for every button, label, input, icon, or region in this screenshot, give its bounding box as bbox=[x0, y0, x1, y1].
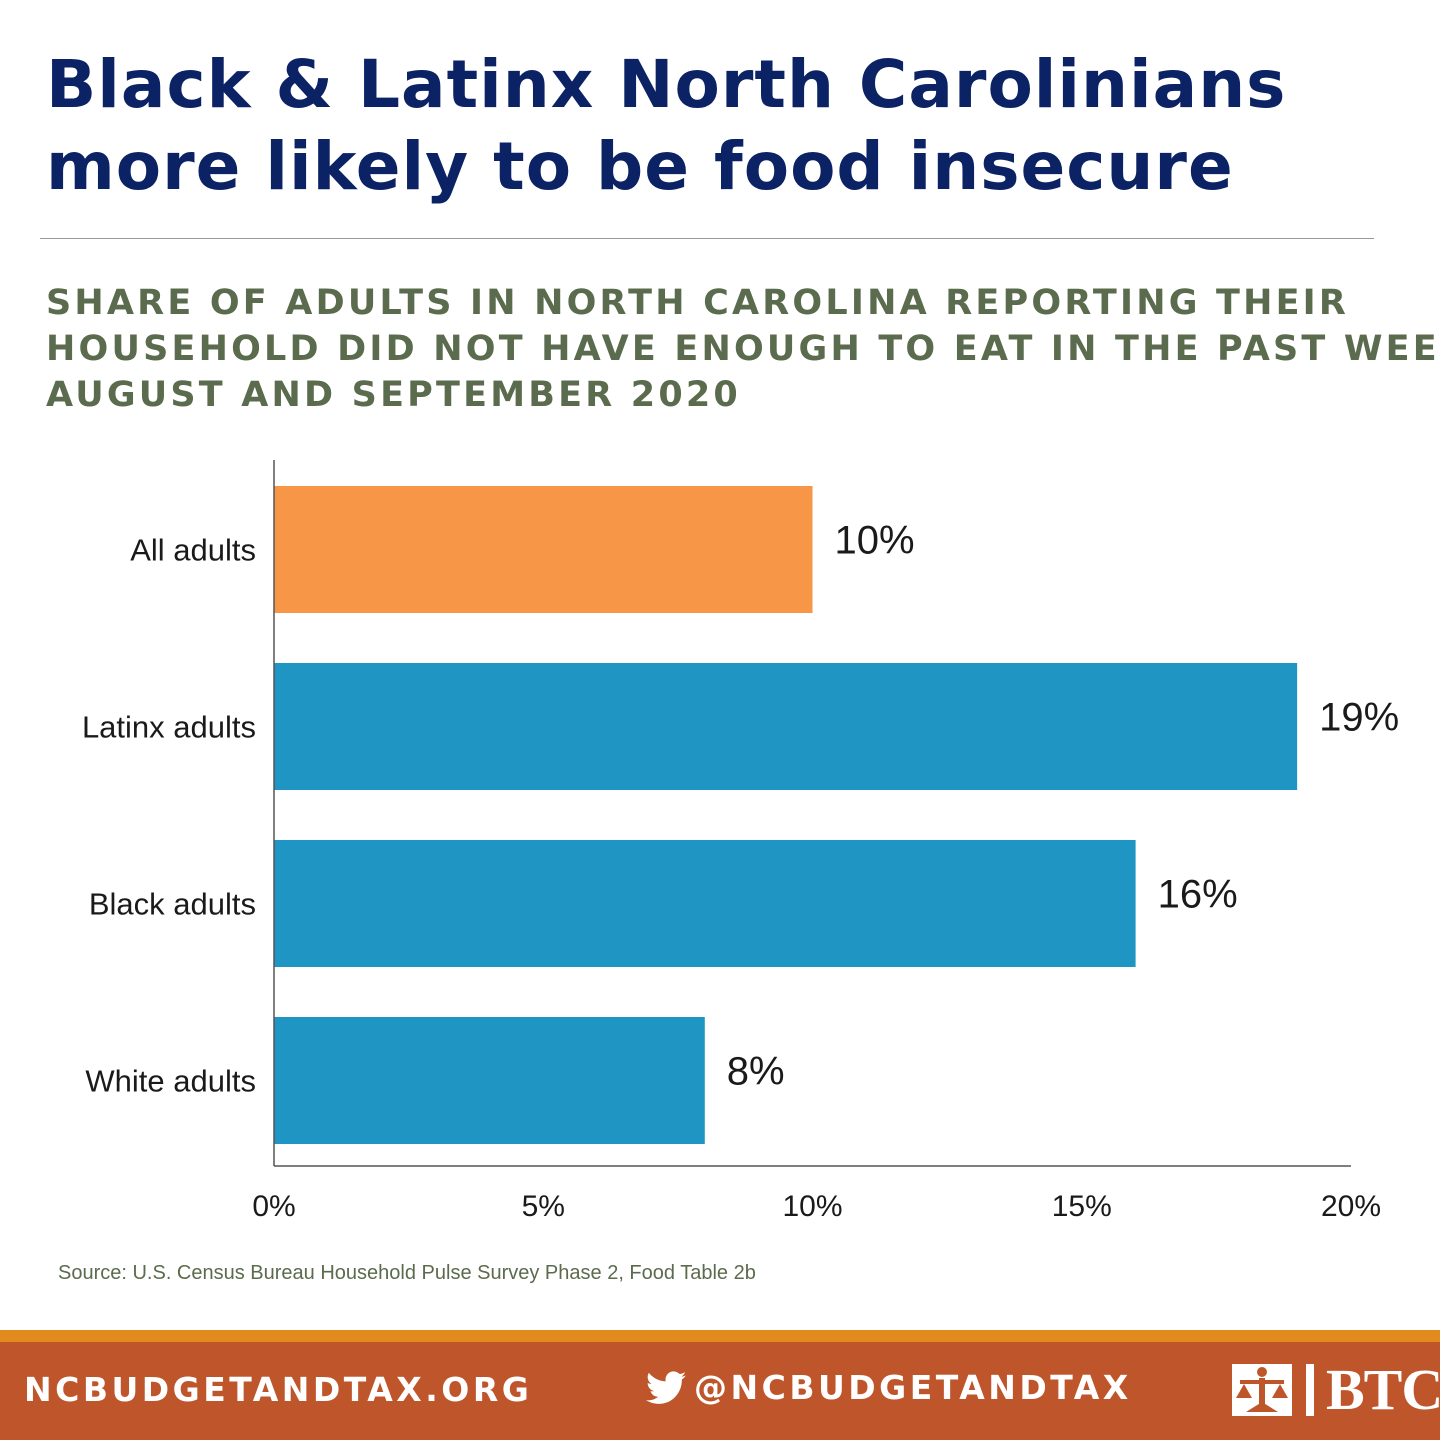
logo-text: BTC bbox=[1326, 1357, 1440, 1422]
chart-subtitle: SHARE OF ADULTS IN NORTH CAROLINA REPORT… bbox=[46, 280, 1440, 418]
bar-chart: All adults 10% Latinx adults 19% Black adult… bbox=[82, 460, 1399, 1223]
bar-0 bbox=[274, 486, 813, 613]
subtitle-line-3: AUGUST AND SEPTEMBER 2020 bbox=[46, 375, 741, 415]
x-tick-label-0: 0% bbox=[252, 1190, 295, 1223]
bar-2 bbox=[274, 840, 1136, 967]
footer-twitter-link[interactable]: @NCBUDGETANDTAX bbox=[646, 1368, 1132, 1407]
x-tick-label-3: 15% bbox=[1052, 1190, 1112, 1223]
x-tick-label-1: 5% bbox=[522, 1190, 565, 1223]
category-label-2: Black adults bbox=[89, 887, 256, 922]
chart-title: Black & Latinx North Carolinians more li… bbox=[46, 44, 1406, 208]
subtitle-line-2: HOUSEHOLD DID NOT HAVE ENOUGH TO EAT IN … bbox=[46, 329, 1440, 369]
category-label-3: White adults bbox=[85, 1064, 256, 1099]
value-label-3: 8% bbox=[727, 1050, 785, 1094]
title-divider bbox=[40, 238, 1374, 239]
btc-logo[interactable]: BTC bbox=[1232, 1360, 1440, 1420]
footer-bar: NCBUDGETANDTAX.ORG @NCBUDGETANDTAX BTC bbox=[0, 1342, 1440, 1440]
value-label-2: 16% bbox=[1158, 873, 1238, 917]
bar-1 bbox=[274, 663, 1298, 790]
x-tick-label-4: 20% bbox=[1321, 1190, 1381, 1223]
value-label-1: 19% bbox=[1319, 696, 1399, 740]
category-label-1: Latinx adults bbox=[82, 710, 256, 745]
footer-website-link[interactable]: NCBUDGETANDTAX.ORG bbox=[24, 1370, 533, 1409]
btc-scales-logo-icon bbox=[1232, 1364, 1292, 1416]
value-label-0: 10% bbox=[835, 519, 915, 563]
logo-divider bbox=[1306, 1364, 1314, 1416]
x-tick-label-2: 10% bbox=[782, 1190, 842, 1223]
title-line-2: more likely to be food insecure bbox=[46, 128, 1234, 205]
source-note: Source: U.S. Census Bureau Household Pul… bbox=[58, 1262, 756, 1284]
bar-3 bbox=[274, 1017, 705, 1144]
footer-stripe bbox=[0, 1330, 1440, 1342]
twitter-bird-icon bbox=[646, 1370, 686, 1404]
subtitle-line-1: SHARE OF ADULTS IN NORTH CAROLINA REPORT… bbox=[46, 283, 1350, 323]
title-line-1: Black & Latinx North Carolinians bbox=[46, 46, 1287, 123]
category-label-0: All adults bbox=[130, 533, 256, 568]
twitter-handle: @NCBUDGETANDTAX bbox=[694, 1368, 1132, 1407]
